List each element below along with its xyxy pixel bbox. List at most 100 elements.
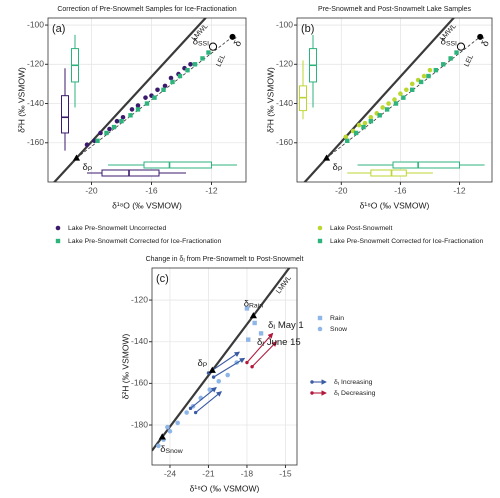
- point: [410, 87, 415, 92]
- arrow: [213, 357, 246, 378]
- arrow-start: [188, 406, 193, 411]
- y-axis-title: δ²H (‰ VSMOW): [16, 67, 26, 133]
- legend-label: Lake Pre-Snowmelt Uncorrected: [68, 225, 166, 232]
- point: [167, 428, 173, 434]
- point: [361, 124, 366, 130]
- text-part: δ: [197, 358, 202, 369]
- y-tick-label: -100: [276, 19, 293, 29]
- box: [143, 161, 212, 169]
- text-part: June 15: [264, 337, 300, 348]
- legend-label: Lake Pre-Snowmelt Corrected for Ice-Frac…: [330, 238, 484, 245]
- point: [398, 91, 403, 97]
- point: [409, 81, 415, 87]
- point: [258, 331, 264, 336]
- legend-swatch: [317, 315, 323, 321]
- point: [441, 62, 446, 67]
- point: [119, 118, 124, 124]
- x-tick-label: -20: [85, 185, 98, 195]
- x-tick-label: -16: [394, 185, 407, 195]
- point: [144, 101, 150, 106]
- point-label: δP: [197, 358, 207, 369]
- legend-label: Rain: [330, 315, 344, 322]
- text-part: Change in δ: [146, 256, 184, 263]
- chart-title: Pre-Snowmelt and Post-Snowmelt Lake Samp…: [318, 6, 471, 13]
- panel-label: (a): [52, 23, 65, 35]
- subscript: SSI: [198, 40, 209, 47]
- annotation: δI May 1: [268, 320, 304, 331]
- legend-swatch: [55, 225, 61, 231]
- point: [165, 424, 170, 430]
- reference-point: [456, 42, 466, 51]
- subscript: I: [338, 381, 339, 387]
- text-part: δ: [479, 39, 491, 48]
- point-label: δ*: [231, 36, 245, 48]
- point: [206, 50, 211, 55]
- reference-point: [158, 433, 166, 440]
- point: [128, 113, 133, 118]
- panel-border: [47, 17, 247, 183]
- lmwl-line: [303, 18, 456, 182]
- y-tick-label: -120: [131, 294, 148, 304]
- x-tick-label: -15: [279, 468, 292, 478]
- point: [380, 105, 385, 110]
- text-part: Decreasing: [339, 390, 375, 397]
- arrow: [251, 341, 278, 368]
- chart-title: Change in δI from Pre-Snowmelt to Post-S…: [146, 256, 304, 264]
- point: [353, 130, 359, 136]
- x-tick-label: -20: [335, 185, 348, 195]
- point: [135, 107, 141, 112]
- point: [170, 79, 175, 85]
- text-part: δ: [441, 36, 446, 47]
- box: [392, 161, 461, 169]
- subscript: I: [183, 258, 184, 264]
- legend-swatch: [317, 225, 323, 231]
- x-axis-title: δ¹⁸O (‰ VSMOW): [360, 200, 430, 210]
- point: [454, 50, 459, 55]
- point: [143, 95, 148, 100]
- point: [368, 114, 374, 120]
- point: [356, 122, 362, 128]
- point: [107, 126, 112, 132]
- point: [427, 67, 433, 73]
- x-axis-title: δ¹⁸O (‰ VSMOW): [190, 483, 260, 493]
- point: [343, 134, 349, 140]
- point: [156, 443, 161, 449]
- y-tick-label: -120: [276, 59, 293, 69]
- legend-label: δI Decreasing: [334, 390, 376, 398]
- legend-swatch: [317, 326, 323, 332]
- point: [246, 337, 251, 342]
- text-part: δ: [244, 298, 249, 309]
- lel-label: LEL: [216, 54, 228, 68]
- point: [244, 306, 250, 311]
- point: [386, 101, 391, 106]
- point: [162, 83, 168, 89]
- point-label: δSSI: [441, 36, 457, 47]
- point: [418, 79, 424, 85]
- point: [433, 67, 439, 73]
- point: [377, 113, 382, 118]
- legend-swatch: [317, 238, 323, 244]
- point-label: δSnow: [160, 443, 182, 454]
- y-axis-title: δ²H (‰ VSMOW): [265, 67, 275, 133]
- point: [200, 56, 205, 61]
- arrow: [246, 332, 274, 363]
- legend-swatch: [310, 391, 314, 395]
- arrow-start: [250, 365, 254, 369]
- arrow-start: [211, 375, 216, 379]
- x-tick-label: -12: [205, 185, 218, 195]
- y-tick-label: -120: [27, 59, 44, 69]
- point: [161, 87, 166, 92]
- point: [448, 56, 453, 61]
- y-tick-label: -140: [27, 98, 44, 108]
- point: [345, 138, 350, 144]
- text-part: δ: [83, 162, 88, 173]
- point: [185, 67, 190, 73]
- point: [175, 420, 180, 426]
- text-part: δ: [232, 39, 244, 48]
- legend-label: Lake Post-Snowmelt: [330, 225, 392, 232]
- arrow: [195, 391, 223, 413]
- point: [392, 97, 397, 102]
- x-tick-label: -24: [164, 468, 177, 478]
- point: [404, 87, 409, 93]
